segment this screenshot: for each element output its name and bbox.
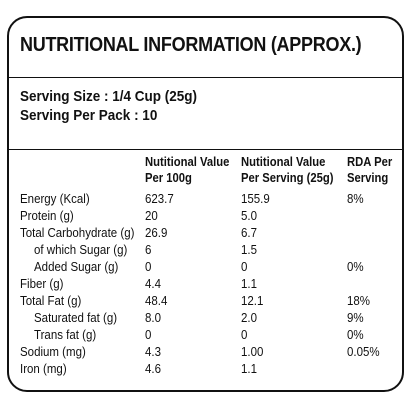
nutrient-name: Total Fat (g)	[20, 294, 82, 308]
table-row: Saturated fat (g) 8.0 2.0 9%	[9, 310, 402, 326]
per-serving-value: 1.5	[241, 243, 257, 257]
per-100g-value: 0	[145, 328, 152, 342]
nutrient-name: Fiber (g)	[20, 277, 64, 291]
title-divider	[9, 77, 402, 78]
nutrient-name: Iron (mg)	[20, 362, 67, 376]
per-100g-value: 0	[145, 260, 152, 274]
rda-value: 0%	[347, 328, 364, 342]
rda-value: 0%	[347, 260, 364, 274]
rda-value: 8%	[347, 192, 364, 206]
nutrient-name: Trans fat (g)	[34, 328, 97, 342]
header-per-serving-line2: Per Serving (25g)	[241, 171, 334, 185]
per-100g-value: 6	[145, 243, 152, 257]
nutrient-name: Total Carbohydrate (g)	[20, 226, 135, 240]
header-per-serving: Nutitional Value Per Serving (25g)	[241, 154, 334, 186]
rda-value: 0.05%	[347, 345, 380, 359]
per-serving-value: 0	[241, 328, 248, 342]
table-row: Total Fat (g) 48.4 12.1 18%	[9, 293, 402, 309]
header-per-100g-line1: Nutitional Value	[145, 155, 230, 169]
per-serving-value: 1.1	[241, 362, 257, 376]
per-100g-value: 4.4	[145, 277, 161, 291]
per-100g-value: 26.9	[145, 226, 168, 240]
header-per-serving-line1: Nutitional Value	[241, 155, 326, 169]
serving-per-pack: Serving Per Pack : 10	[20, 107, 158, 124]
per-serving-value: 2.0	[241, 311, 257, 325]
table-row: Added Sugar (g) 0 0 0%	[9, 259, 402, 275]
table-row: Protein (g) 20 5.0	[9, 208, 402, 224]
nutrient-name: of which Sugar (g)	[34, 243, 128, 257]
header-rda-line1: RDA Per	[347, 155, 393, 169]
per-100g-value: 4.6	[145, 362, 161, 376]
nutrient-name: Energy (Kcal)	[20, 192, 90, 206]
per-100g-value: 20	[145, 209, 158, 223]
per-100g-value: 48.4	[145, 294, 168, 308]
serving-size: Serving Size : 1/4 Cup (25g)	[20, 88, 198, 105]
nutrient-name: Sodium (mg)	[20, 345, 86, 359]
per-serving-value: 1.1	[241, 277, 257, 291]
panel-title: NUTRITIONAL INFORMATION (APPROX.)	[20, 34, 362, 56]
nutrient-name: Added Sugar (g)	[34, 260, 119, 274]
header-rda: RDA Per Serving	[347, 154, 392, 186]
table-row: of which Sugar (g) 6 1.5	[9, 242, 402, 258]
table-row: Total Carbohydrate (g) 26.9 6.7	[9, 225, 402, 241]
table-row: Sodium (mg) 4.3 1.00 0.05%	[9, 344, 402, 360]
table-row: Fiber (g) 4.4 1.1	[9, 276, 402, 292]
header-per-100g-line2: Per 100g	[145, 171, 192, 185]
nutrient-name: Protein (g)	[20, 209, 74, 223]
nutrition-panel: NUTRITIONAL INFORMATION (APPROX.) Servin…	[7, 16, 404, 392]
table-row: Energy (Kcal) 623.7 155.9 8%	[9, 191, 402, 207]
per-serving-value: 6.7	[241, 226, 257, 240]
per-serving-value: 0	[241, 260, 248, 274]
header-per-100g: Nutitional Value Per 100g	[145, 154, 229, 186]
rda-value: 9%	[347, 311, 364, 325]
per-serving-value: 155.9	[241, 192, 270, 206]
per-100g-value: 623.7	[145, 192, 174, 206]
serving-divider	[9, 149, 402, 150]
per-serving-value: 1.00	[241, 345, 264, 359]
table-row: Iron (mg) 4.6 1.1	[9, 361, 402, 377]
per-100g-value: 4.3	[145, 345, 161, 359]
header-rda-line2: Serving	[347, 171, 389, 185]
nutrient-name: Saturated fat (g)	[34, 311, 118, 325]
rda-value: 18%	[347, 294, 371, 308]
table-row: Trans fat (g) 0 0 0%	[9, 327, 402, 343]
per-serving-value: 12.1	[241, 294, 264, 308]
per-100g-value: 8.0	[145, 311, 161, 325]
per-serving-value: 5.0	[241, 209, 257, 223]
